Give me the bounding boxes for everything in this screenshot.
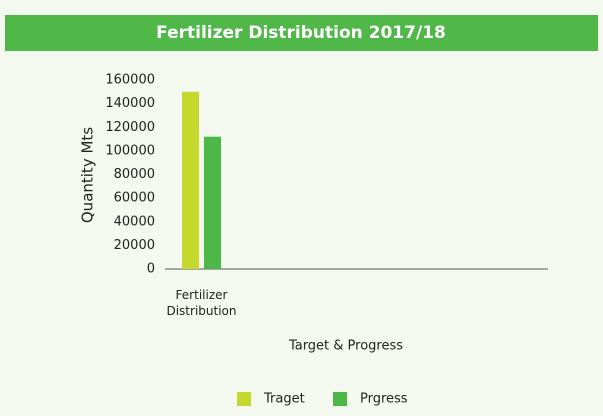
chart-title: Fertilizer Distribution 2017/18 [156, 23, 446, 43]
y-tick-label: 80000 [114, 167, 155, 182]
y-tick-label: 40000 [114, 214, 155, 229]
bar [182, 91, 199, 269]
y-tick-label: 140000 [105, 96, 155, 111]
legend-swatch [333, 392, 347, 406]
legend-swatch [237, 392, 251, 406]
header-band [5, 15, 598, 51]
legend-label: Traget [263, 392, 305, 407]
x-tick-label: Fertilizer Distribution [166, 288, 237, 318]
x-axis-label: Target & Progress [288, 339, 403, 354]
y-tick-label: 20000 [114, 238, 155, 253]
bar [204, 136, 221, 269]
y-tick-label: 0 [147, 262, 155, 277]
y-tick-label: 100000 [105, 143, 155, 158]
y-axis-label: Quantity Mts [79, 127, 97, 223]
y-tick-label: 120000 [105, 120, 155, 135]
y-tick-label: 60000 [114, 191, 155, 206]
legend-label: Prgress [360, 392, 408, 407]
y-tick-label: 160000 [105, 73, 155, 88]
